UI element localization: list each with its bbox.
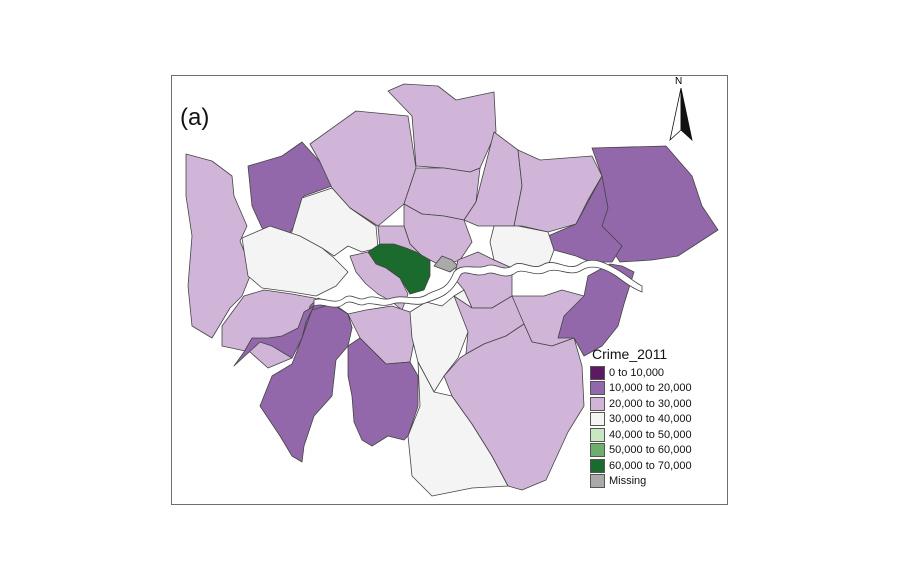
legend-label: 0 to 10,000: [609, 366, 665, 379]
borough-region: [185, 153, 253, 339]
legend-item: 50,000 to 60,000: [590, 443, 692, 459]
legend-swatch: [590, 427, 605, 442]
legend-swatch: [590, 474, 605, 489]
legend-swatch: [590, 412, 605, 427]
legend-label: 60,000 to 70,000: [609, 459, 692, 472]
legend-item: 30,000 to 40,000: [590, 412, 692, 428]
map-panel: (a) N Crime_2011 0 to 10,000 10,000 to 20…: [171, 75, 728, 505]
legend-swatch: [590, 381, 605, 396]
legend-label: 50,000 to 60,000: [609, 444, 692, 457]
legend-label: 10,000 to 20,000: [609, 382, 692, 395]
legend-item: 20,000 to 30,000: [590, 396, 692, 412]
north-arrow: N: [668, 76, 694, 144]
borough-region: [433, 255, 459, 273]
legend-item: 0 to 10,000: [590, 365, 692, 381]
north-label: N: [675, 76, 683, 87]
legend-swatch: [590, 365, 605, 380]
river-thames: [313, 259, 643, 308]
legend-item: 40,000 to 50,000: [590, 427, 692, 443]
legend-label: 40,000 to 50,000: [609, 428, 692, 441]
borough-region: [557, 263, 635, 357]
legend-swatch: [590, 443, 605, 458]
legend-item: 60,000 to 70,000: [590, 458, 692, 474]
borough-region: [387, 83, 497, 173]
north-arrow-icon: [669, 88, 693, 142]
borough-region: [233, 305, 315, 367]
legend-title: Crime_2011: [592, 346, 668, 362]
legend-label: 30,000 to 40,000: [609, 413, 692, 426]
legend-swatch: [590, 396, 605, 411]
legend-item: Missing: [590, 474, 692, 490]
legend-label: Missing: [609, 475, 647, 488]
borough-region: [443, 323, 585, 491]
legend-label: 20,000 to 30,000: [609, 397, 692, 410]
choropleth-map: [185, 83, 719, 497]
legend-item: 10,000 to 20,000: [590, 381, 692, 397]
panel-label: (a): [180, 104, 210, 131]
borough-region: [241, 225, 349, 297]
legend-swatch: [590, 458, 605, 473]
borough-region: [247, 141, 333, 237]
legend: Crime_2011 0 to 10,000 10,000 to 20,000 20…: [590, 346, 692, 489]
borough-region: [309, 110, 417, 227]
borough-region: [347, 337, 419, 447]
